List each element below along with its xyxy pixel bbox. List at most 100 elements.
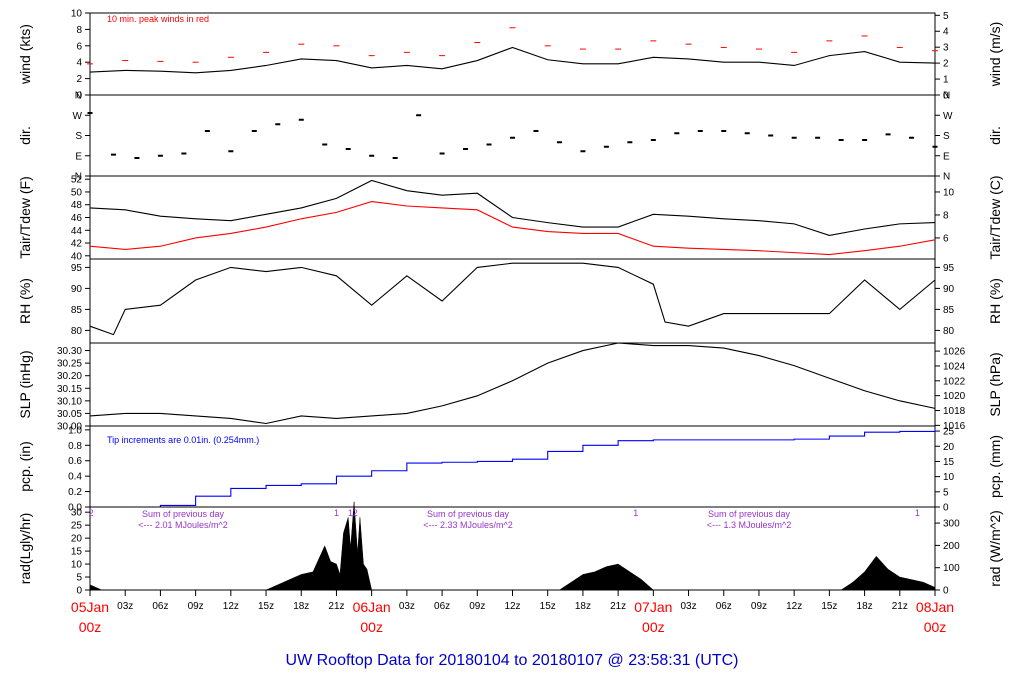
dir-point [721,130,727,132]
rad-right-tick-label: 200 [943,541,960,552]
pcp-right-tick-label: 25 [943,427,955,438]
dir-point [674,132,680,135]
x-tick-label: 09z [469,601,485,612]
x-tick-label: 12z [786,601,802,612]
rh-right-tick-label: 95 [943,263,955,274]
dir-point [369,154,375,157]
dir-left-tick-label: N [75,172,82,183]
day-date-label: 05Jan [71,599,109,615]
slp-left-tick-label: 30.25 [57,359,82,370]
dir-point [322,143,328,146]
slp-right-axis-label: SLP (hPa) [987,352,1003,416]
rad-left-tick-label: 20 [71,534,83,545]
wind-left-axis-label: wind (kts) [17,24,33,85]
temperature-left-tick-label: 44 [71,226,83,237]
tip-marker: 1 [915,508,920,518]
dir-point [275,123,281,126]
dir-point [157,154,163,157]
dir-right-tick-label: E [943,151,950,162]
wind-right-tick-label: 5 [943,11,949,22]
wind-right-tick-label: 0 [943,91,949,102]
day-date-label: 06Jan [353,599,391,615]
dir-point [838,139,844,141]
slp-right-tick-label: 1020 [943,391,966,402]
rad-left-tick-label: 25 [71,521,83,532]
x-tick-label: 18z [857,601,873,612]
x-tick-label: 03z [680,601,696,612]
dir-left-tick-label: N [75,91,82,102]
dir-point [204,130,210,132]
rh-right-tick-label: 90 [943,284,955,295]
day-sum-heading: Sum of previous day [427,509,510,519]
temperature-tair-line [89,179,936,236]
dir-point [87,112,93,114]
day-sum-value: <--- 2.33 MJoules/m^2 [423,520,513,530]
day-sum-value: <--- 2.01 MJoules/m^2 [138,520,228,530]
dir-right-tick-label: N [943,172,950,183]
dir-point [463,148,469,150]
rad-left-tick-label: 30 [71,508,83,519]
x-tick-label: 03z [117,601,133,612]
x-tick-label: 12z [223,601,239,612]
temperature-left-tick-label: 46 [71,213,83,224]
wind-right-tick-label: 2 [943,59,949,70]
rh-left-axis-label: RH (%) [17,278,33,324]
temperature-left-tick-label: 52 [71,175,83,186]
wind-left-tick-label: 8 [76,25,82,36]
temperature-right-axis-label: Tair/Tdew (C) [987,175,1003,259]
pcp-left-tick-label: 0.4 [68,472,82,483]
temperature-left-axis-label: Tair/Tdew (F) [17,176,33,258]
dir-point [345,148,351,150]
dir-right-axis-label: dir. [987,126,1003,145]
dir-point [909,136,915,139]
temperature-right-tick-label: 10 [943,187,955,198]
rad-right-tick-label: 0 [943,586,949,597]
dir-right-tick-label: W [943,111,953,122]
temperature-right-tick-label: 8 [943,210,949,221]
pcp-left-tick-label: 0.6 [68,456,82,467]
day-hour-label: 00z [924,619,947,635]
x-tick-label: 12z [504,601,520,612]
dir-point [556,141,562,144]
tip-marker: 1 [348,508,353,518]
rad-left-tick-label: 15 [71,547,83,558]
tip-marker: 1 [633,508,638,518]
temperature-left-tick-label: 50 [71,187,83,198]
rad-right-axis-label: rad (W/m^2) [987,510,1003,587]
pcp-right-tick-label: 10 [943,472,955,483]
rh-left-tick-label: 85 [71,305,83,316]
dir-point [815,136,821,139]
dir-point [486,143,492,146]
wind-left-tick-label: 2 [76,74,82,85]
slp-left-axis-label: SLP (inHg) [17,350,33,418]
rh-right-tick-label: 85 [943,305,955,316]
rad-left-tick-label: 5 [76,573,82,584]
tip-marker: 1 [334,508,339,518]
dir-panel-frame [89,94,936,177]
x-tick-label: 21z [892,601,908,612]
day-hour-label: 00z [360,619,383,635]
pcp-left-tick-label: 0.0 [68,503,82,514]
temperature-left-tick-label: 42 [71,239,83,250]
x-tick-label: 15z [258,601,274,612]
dir-point [439,152,445,155]
slp-left-tick-label: 30.20 [57,371,82,382]
temperature-tdew-line [89,200,936,256]
wind-left-tick-label: 10 [71,9,83,20]
slp-left-tick-label: 30.15 [57,384,82,395]
dir-point [862,139,868,141]
dir-point [416,114,422,117]
pcp-left-tick-label: 0.2 [68,487,82,498]
dir-point [885,133,891,136]
dir-point [768,134,774,137]
x-tick-label: 18z [575,601,591,612]
temperature-left-tick-label: 40 [71,251,83,262]
slp-right-tick-label: 1024 [943,361,966,372]
rad-left-axis-label: rad(Lgly/hr) [17,513,33,585]
pcp-left-axis-label: pcp. (in) [17,441,33,492]
slp-right-tick-label: 1016 [943,421,966,432]
rh-left-tick-label: 80 [71,326,83,337]
rh-panel-frame [89,258,936,344]
day-date-label: 07Jan [634,599,672,615]
pcp-right-axis-label: pcp. (mm) [987,435,1003,498]
